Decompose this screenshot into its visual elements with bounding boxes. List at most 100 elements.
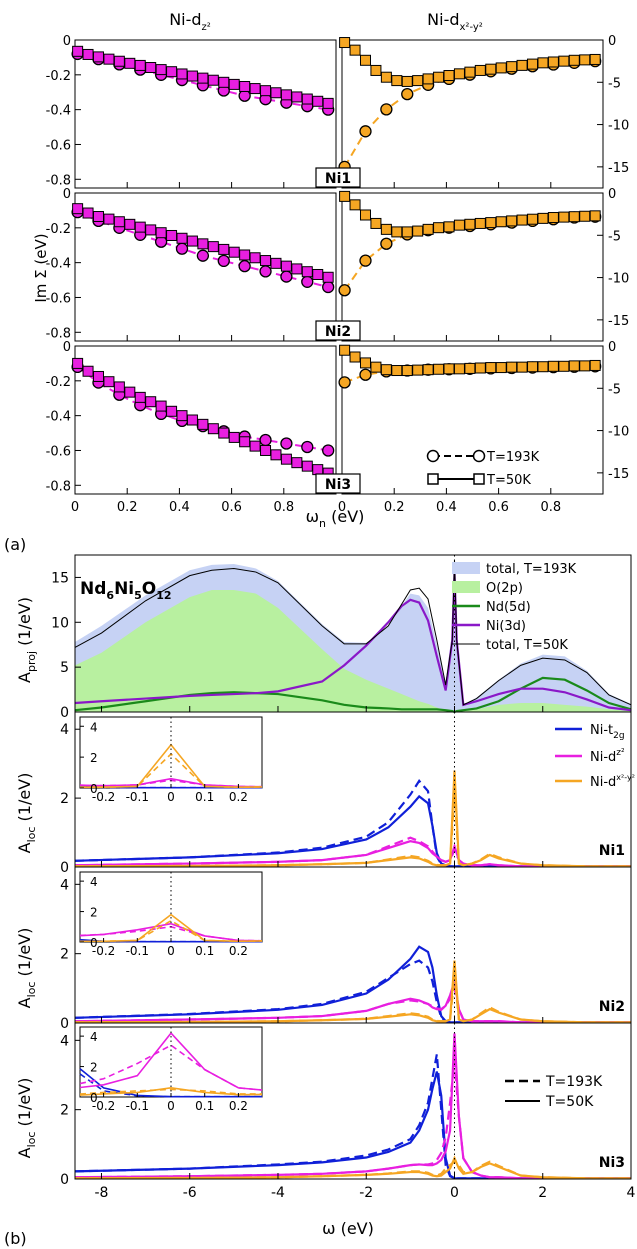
point-50k (186, 414, 198, 426)
point-50k (516, 214, 528, 226)
point-50k (527, 361, 539, 373)
x-tick-label: 0 (71, 500, 79, 515)
loc-line-0 (74, 945, 631, 1024)
point-50k (207, 241, 219, 253)
point-50k (412, 225, 424, 237)
selfenergy-subplot-r1-c1: 0 -0.2 -0.4 -0.6 -0.8 (46, 34, 337, 189)
y-tick-label: 0 (60, 1172, 69, 1188)
point-50k (443, 221, 455, 233)
point-50k (558, 360, 570, 372)
selfenergy-subplot-r2-c1: 0 -0.2 -0.4 -0.6 -0.8 (46, 187, 337, 342)
legend-marker-50k (427, 473, 439, 485)
inset-x-tick-label: 0.2 (229, 1099, 248, 1113)
y-tick-label: 2 (60, 1103, 69, 1119)
legend-swatch-o2p (452, 581, 480, 593)
point-50k (166, 229, 178, 241)
point-193k (259, 433, 272, 447)
loc-dos-subplot-ni1: 0 2 4 Ni1 (60, 711, 632, 876)
point-50k (412, 364, 424, 376)
point-50k (349, 351, 361, 363)
line-nd5d (74, 676, 632, 714)
panel-a: 0-0.2-0.4-0.6-0.80-5-10-15Ni10-0.2-0.4-0… (46, 34, 630, 515)
inset-line-4 (79, 1087, 263, 1096)
subplot-frame (341, 39, 604, 189)
x-tick-label: 0.6 (488, 500, 509, 515)
point-50k (579, 360, 591, 372)
point-50k (339, 37, 351, 49)
point-50k (349, 199, 361, 211)
point-50k (579, 54, 591, 66)
point-50k (155, 400, 167, 412)
line-ni3d (74, 572, 632, 712)
inset-y-tick-label: 0 (90, 782, 98, 796)
point-50k (82, 365, 94, 377)
col-title-dx2y2: Ni-dx²-y² (427, 10, 483, 33)
point-50k (370, 64, 382, 76)
panel-b-titles: (b) ω (eV) Aproj (1/eV) Aloc (1/eV) Aloc… (4, 597, 374, 1248)
point-50k (186, 70, 198, 82)
point-50k (113, 55, 125, 67)
point-50k (134, 221, 146, 233)
point-50k (197, 418, 209, 430)
point-50k (339, 344, 351, 356)
point-50k (433, 363, 445, 375)
point-50k (485, 217, 497, 229)
point-50k (380, 71, 392, 83)
row-label-box (315, 473, 361, 494)
loc-line-5 (74, 974, 631, 1024)
subplot-frame (341, 192, 604, 342)
y-tick-label: -0.8 (46, 479, 71, 494)
inset-x-tick-label: -0.2 (92, 790, 115, 804)
point-50k (280, 89, 292, 101)
point-50k (270, 449, 282, 461)
inset-frame (79, 871, 263, 943)
point-50k (443, 70, 455, 82)
point-50k (228, 78, 240, 90)
col-title-dz2: Ni-dz² (169, 10, 211, 33)
row-label-ni1: Ni1 (315, 167, 361, 188)
row-label-text: Ni2 (325, 324, 351, 340)
point-50k (322, 271, 334, 283)
point-50k (516, 361, 528, 373)
proj-dos-subplot: 0 5 10 15 (51, 554, 632, 721)
point-50k (495, 216, 507, 228)
panel-a-titles: Ni-dz² Ni-dx²-y² Im Σ (eV) ωn (eV) (a) (4, 10, 483, 554)
point-50k (359, 209, 371, 221)
selfenergy-subplot-r2-c2: 0 -5 -10 -15 (338, 187, 629, 342)
inset-ni1: 0 2 4 -0.2 -0.1 0 0.1 0.2 (79, 716, 263, 804)
loc-line-3 (74, 984, 631, 1024)
inset-x-tick-label: -0.2 (92, 1099, 115, 1113)
y-tick-label: 0 (608, 34, 616, 49)
point-50k (506, 361, 518, 373)
point-193k (280, 437, 293, 450)
point-50k (113, 381, 125, 393)
inset-x-tick-label: 0.2 (229, 790, 248, 804)
point-193k (196, 249, 210, 262)
row-label-ni2: Ni2 (315, 320, 361, 341)
point-193k (338, 284, 351, 297)
selfenergy-subplot-r3-c1: 0-0.2-0.4-0.6-0.80 0.2 0.4 0.6 0.8 (46, 340, 337, 515)
loc-line-1 (74, 1054, 631, 1180)
x-tick-label: 0.4 (169, 500, 190, 515)
point-193k (301, 275, 314, 288)
y-tick-label: -0.2 (46, 222, 71, 237)
point-50k (166, 405, 178, 417)
subplot-frame (74, 345, 337, 495)
inset-y-tick-label: 4 (90, 1030, 98, 1044)
y-tick-label: 0 (63, 340, 71, 355)
x-tick-label: 0.8 (273, 500, 294, 515)
x-tick-label: 0.2 (117, 500, 138, 515)
x-tick-label: 0 (338, 500, 346, 515)
point-50k (412, 75, 424, 87)
y-tick-label: -15 (608, 161, 629, 176)
row-label-text: Ni1 (599, 843, 625, 859)
inset-y-tick-label: 0 (90, 1091, 98, 1105)
y-tick-label: 10 (51, 615, 69, 631)
point-50k (82, 207, 94, 219)
point-50k (312, 464, 324, 476)
inset-line-5 (79, 1088, 262, 1095)
loc-line-3 (74, 836, 631, 868)
legend-label-50k: T=50K (486, 473, 531, 488)
panel-b-xlabel: ω (eV) (322, 1219, 374, 1238)
loc-legend: Ni-t2g Ni-dz² Ni-dx²-y² (555, 723, 635, 790)
